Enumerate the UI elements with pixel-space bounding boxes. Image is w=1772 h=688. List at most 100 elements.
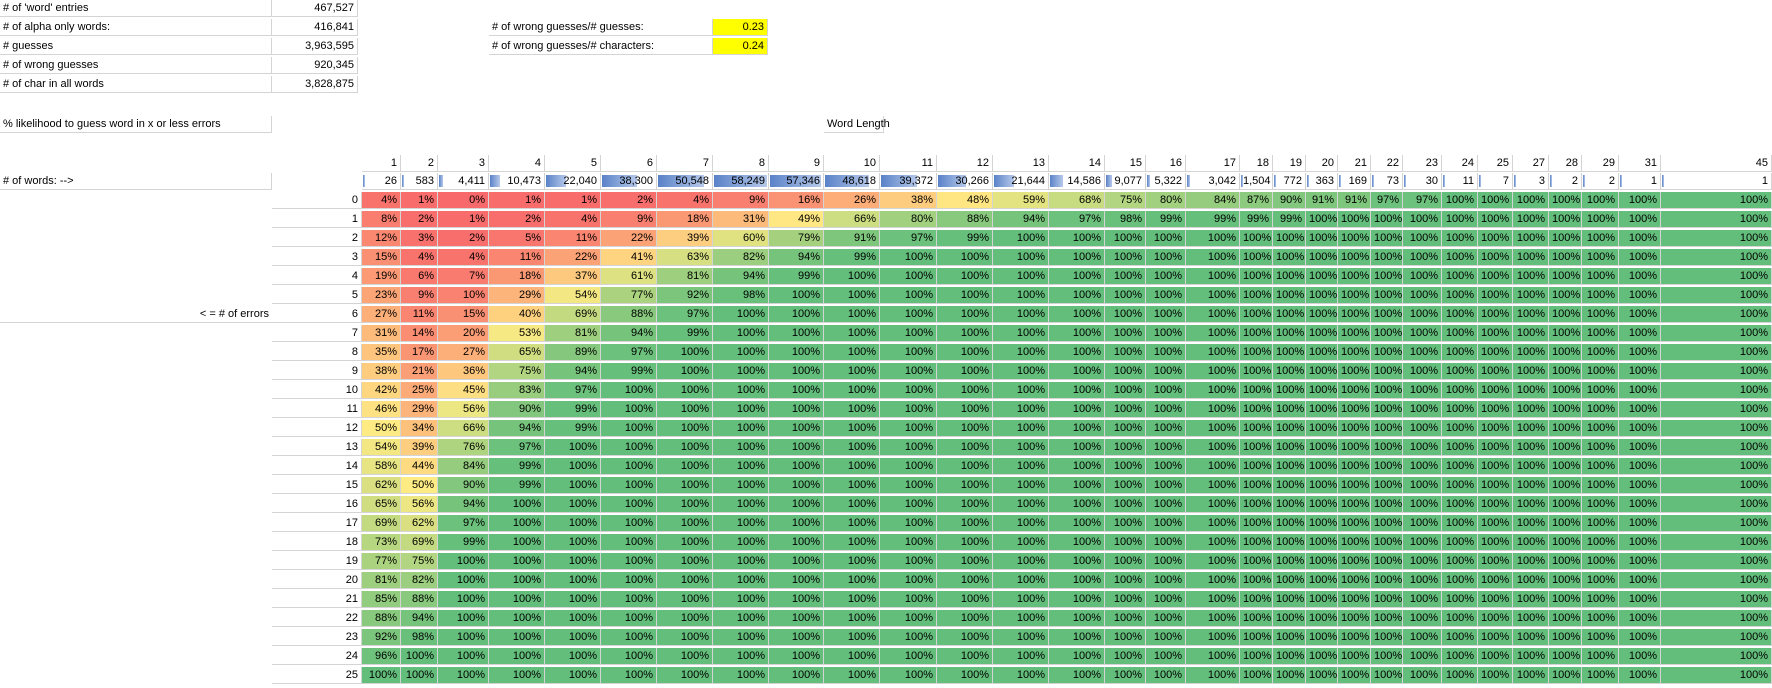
likelihood-cell[interactable]: 7% xyxy=(438,268,489,285)
likelihood-cell[interactable]: 56% xyxy=(438,401,489,418)
likelihood-cell[interactable]: 100% xyxy=(1338,401,1371,418)
likelihood-cell[interactable]: 100% xyxy=(1371,572,1403,589)
likelihood-cell[interactable]: 100% xyxy=(657,515,713,532)
likelihood-cell[interactable]: 94% xyxy=(401,610,438,627)
likelihood-cell[interactable]: 100% xyxy=(1338,591,1371,608)
likelihood-cell[interactable]: 4% xyxy=(545,211,601,228)
likelihood-cell[interactable]: 100% xyxy=(937,477,993,494)
likelihood-cell[interactable]: 100% xyxy=(1049,515,1105,532)
likelihood-cell[interactable]: 100% xyxy=(1442,534,1478,551)
likelihood-cell[interactable]: 100% xyxy=(713,496,769,513)
word-length-header[interactable]: 21 xyxy=(1338,155,1371,172)
likelihood-cell[interactable]: 100% xyxy=(1306,458,1338,475)
likelihood-cell[interactable]: 100% xyxy=(1049,344,1105,361)
likelihood-cell[interactable]: 100% xyxy=(1240,591,1273,608)
likelihood-cell[interactable]: 100% xyxy=(1049,458,1105,475)
likelihood-cell[interactable]: 100% xyxy=(1403,401,1442,418)
likelihood-cell[interactable]: 100% xyxy=(1240,610,1273,627)
likelihood-cell[interactable]: 69% xyxy=(362,515,401,532)
likelihood-cell[interactable]: 100% xyxy=(1661,610,1772,627)
likelihood-cell[interactable]: 100% xyxy=(1513,211,1549,228)
likelihood-cell[interactable]: 77% xyxy=(601,287,657,304)
likelihood-cell[interactable]: 100% xyxy=(1478,534,1513,551)
likelihood-cell[interactable]: 100% xyxy=(993,572,1049,589)
likelihood-cell[interactable]: 100% xyxy=(1240,496,1273,513)
word-count-cell[interactable]: 5,322 xyxy=(1146,173,1186,190)
likelihood-cell[interactable]: 100% xyxy=(1306,344,1338,361)
likelihood-cell[interactable]: 100% xyxy=(993,458,1049,475)
likelihood-cell[interactable]: 100% xyxy=(1582,439,1619,456)
likelihood-cell[interactable]: 100% xyxy=(937,249,993,266)
likelihood-cell[interactable]: 100% xyxy=(1338,667,1371,684)
likelihood-cell[interactable]: 41% xyxy=(601,249,657,266)
likelihood-cell[interactable]: 100% xyxy=(713,629,769,646)
likelihood-cell[interactable]: 100% xyxy=(601,401,657,418)
likelihood-cell[interactable]: 100% xyxy=(769,287,824,304)
likelihood-cell[interactable]: 100% xyxy=(1105,648,1146,665)
likelihood-cell[interactable]: 100% xyxy=(769,420,824,437)
likelihood-cell[interactable]: 84% xyxy=(1186,192,1240,209)
likelihood-cell[interactable]: 100% xyxy=(1306,610,1338,627)
likelihood-cell[interactable]: 100% xyxy=(1442,230,1478,247)
likelihood-cell[interactable]: 100% xyxy=(1619,287,1661,304)
likelihood-cell[interactable]: 100% xyxy=(1582,496,1619,513)
likelihood-cell[interactable]: 100% xyxy=(880,610,937,627)
likelihood-cell[interactable]: 100% xyxy=(1549,192,1582,209)
likelihood-cell[interactable]: 100% xyxy=(1371,667,1403,684)
likelihood-cell[interactable]: 100% xyxy=(1186,268,1240,285)
likelihood-cell[interactable]: 39% xyxy=(657,230,713,247)
likelihood-cell[interactable]: 99% xyxy=(1186,211,1240,228)
word-length-header[interactable]: 29 xyxy=(1582,155,1619,172)
likelihood-cell[interactable]: 100% xyxy=(713,363,769,380)
likelihood-cell[interactable]: 92% xyxy=(657,287,713,304)
likelihood-cell[interactable]: 100% xyxy=(1049,496,1105,513)
likelihood-cell[interactable]: 100% xyxy=(1403,648,1442,665)
word-count-cell[interactable]: 9,077 xyxy=(1105,173,1146,190)
likelihood-cell[interactable]: 100% xyxy=(1186,230,1240,247)
likelihood-cell[interactable]: 17% xyxy=(401,344,438,361)
likelihood-cell[interactable]: 63% xyxy=(657,249,713,266)
likelihood-cell[interactable]: 100% xyxy=(1513,458,1549,475)
likelihood-cell[interactable]: 100% xyxy=(1442,325,1478,342)
likelihood-cell[interactable]: 100% xyxy=(601,496,657,513)
likelihood-cell[interactable]: 100% xyxy=(1371,382,1403,399)
likelihood-cell[interactable]: 100% xyxy=(1442,667,1478,684)
likelihood-cell[interactable]: 100% xyxy=(824,534,880,551)
likelihood-cell[interactable]: 100% xyxy=(769,610,824,627)
likelihood-cell[interactable]: 100% xyxy=(545,458,601,475)
likelihood-cell[interactable]: 100% xyxy=(657,477,713,494)
stat-value-guesses[interactable]: 3,963,595 xyxy=(272,38,358,55)
word-length-header[interactable]: 22 xyxy=(1371,155,1403,172)
likelihood-cell[interactable]: 100% xyxy=(1186,648,1240,665)
likelihood-cell[interactable]: 100% xyxy=(1478,553,1513,570)
likelihood-cell[interactable]: 100% xyxy=(993,439,1049,456)
likelihood-cell[interactable]: 100% xyxy=(993,287,1049,304)
likelihood-cell[interactable]: 100% xyxy=(1240,439,1273,456)
likelihood-cell[interactable]: 100% xyxy=(1442,648,1478,665)
likelihood-cell[interactable]: 100% xyxy=(1338,287,1371,304)
error-count-label[interactable]: 9 xyxy=(272,363,362,380)
word-count-cell[interactable]: 38,300 xyxy=(601,173,657,190)
error-count-label[interactable]: 12 xyxy=(272,420,362,437)
word-length-header[interactable]: 27 xyxy=(1513,155,1549,172)
likelihood-cell[interactable]: 100% xyxy=(1442,382,1478,399)
likelihood-cell[interactable]: 100% xyxy=(657,629,713,646)
likelihood-cell[interactable]: 100% xyxy=(880,553,937,570)
likelihood-cell[interactable]: 100% xyxy=(1619,534,1661,551)
likelihood-cell[interactable]: 25% xyxy=(401,382,438,399)
likelihood-cell[interactable]: 100% xyxy=(1403,667,1442,684)
word-count-cell[interactable]: 583 xyxy=(401,173,438,190)
likelihood-cell[interactable]: 100% xyxy=(1186,420,1240,437)
likelihood-cell[interactable]: 6% xyxy=(401,268,438,285)
likelihood-cell[interactable]: 100% xyxy=(769,477,824,494)
likelihood-cell[interactable]: 100% xyxy=(937,591,993,608)
error-count-label[interactable]: 14 xyxy=(272,458,362,475)
likelihood-cell[interactable]: 100% xyxy=(1049,629,1105,646)
likelihood-cell[interactable]: 100% xyxy=(1146,458,1186,475)
likelihood-cell[interactable]: 100% xyxy=(1582,477,1619,494)
error-count-label[interactable]: 22 xyxy=(272,610,362,627)
likelihood-cell[interactable]: 94% xyxy=(438,496,489,513)
likelihood-cell[interactable]: 100% xyxy=(489,667,545,684)
word-count-cell[interactable]: 4,411 xyxy=(438,173,489,190)
likelihood-cell[interactable]: 100% xyxy=(657,591,713,608)
